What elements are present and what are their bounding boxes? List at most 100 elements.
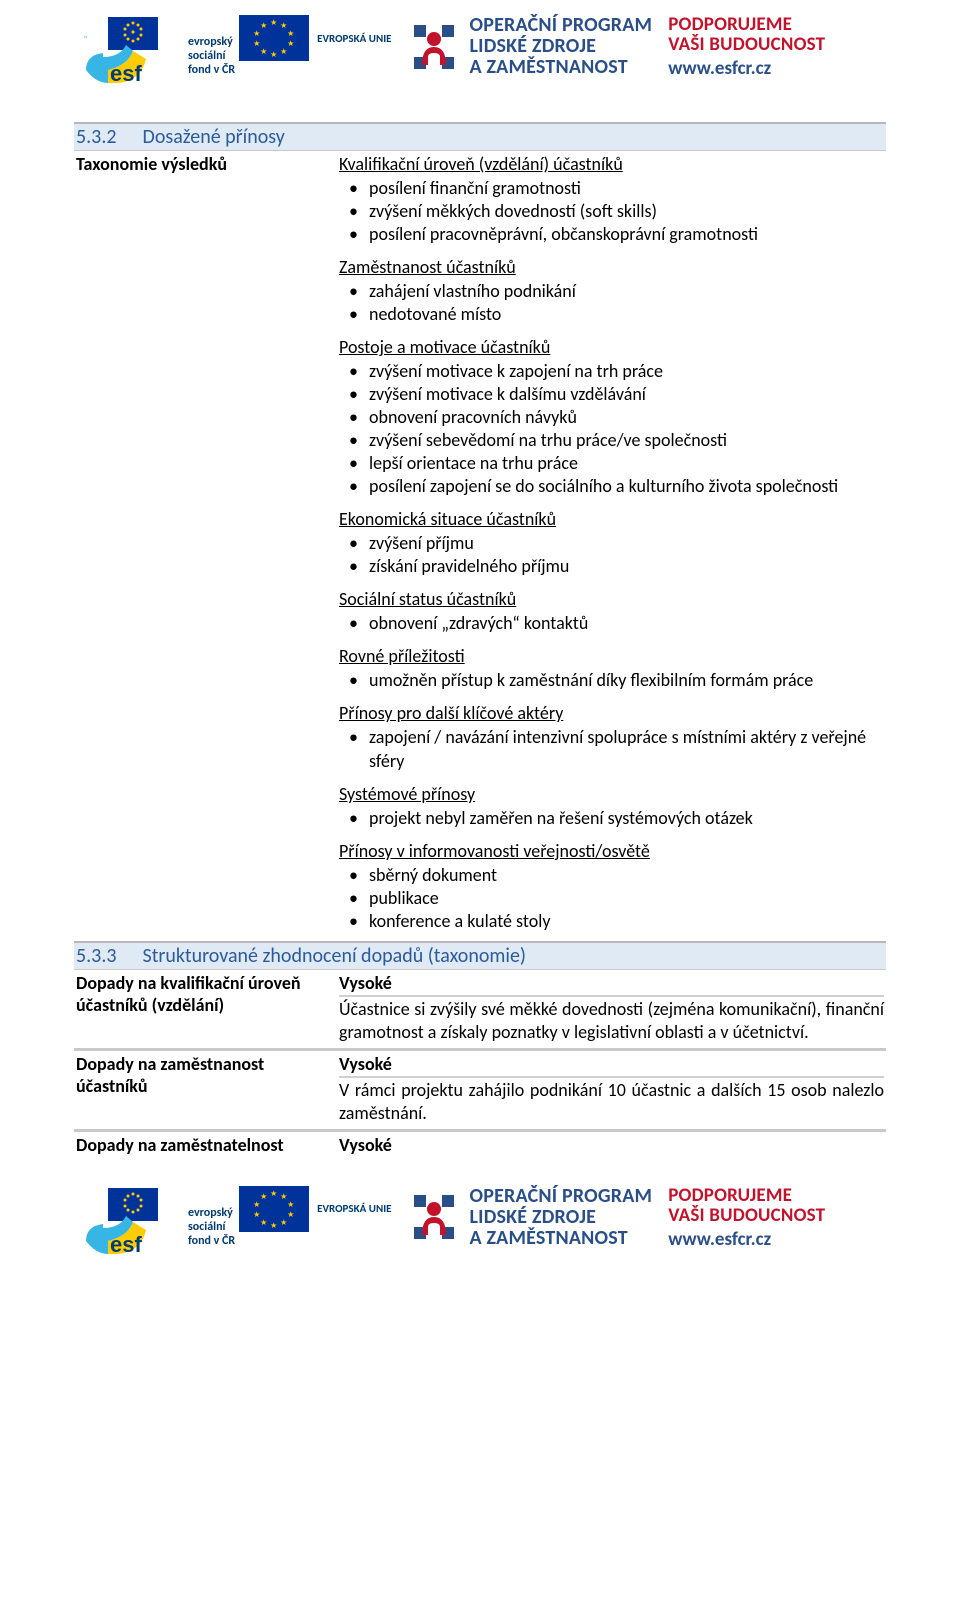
op-line2: LIDSKÉ ZDROJE — [470, 1207, 653, 1228]
op-line3: A ZAMĚSTNANOST — [470, 57, 653, 78]
esf-line1: evropský — [188, 36, 235, 50]
support-block: PODPORUJEME VAŠI BUDOUCNOST www.esfcr.cz — [668, 1186, 825, 1251]
taxonomy-content: Kvalifikační úroveň (vzdělání) účastníků… — [337, 151, 886, 937]
impact-text-2: V rámci projektu zahájilo podnikání 10 ú… — [339, 1079, 884, 1125]
h-info: Přínosy v informovanosti veřejnosti/osvě… — [339, 840, 884, 862]
list-zam: zahájení vlastního podnikání nedotované … — [339, 280, 884, 326]
esf-text: evropský sociální fond v ČR — [188, 36, 235, 77]
list-item: zahájení vlastního podnikání — [339, 280, 884, 303]
impact-content-2: Vysoké V rámci projektu zahájilo podniká… — [337, 1051, 886, 1127]
list-post: zvýšení motivace k zapojení na trh práce… — [339, 360, 884, 498]
impact-label-2: Dopady na zaměstnanost účastníků — [74, 1051, 337, 1127]
section-532-title: Dosažené přínosy — [143, 125, 285, 149]
op-line1: OPERAČNÍ PROGRAM — [470, 15, 653, 36]
h-zam: Zaměstnanost účastníků — [339, 256, 884, 278]
logo-eu: ★ ★ ★ ★ ★ ★ ★ ★ ★ ★ ★ EVROPSKÁ UNIE — [239, 15, 391, 61]
h-soc: Sociální status účastníků — [339, 588, 884, 610]
eu-flag-icon: ★ ★ ★ ★ ★ ★ ★ ★ ★ ★ — [239, 1186, 309, 1232]
impact-content-3: Vysoké — [337, 1132, 886, 1158]
section-533-num: 5.3.3 — [76, 944, 138, 968]
esf-text: evropský sociální fond v ČR — [188, 1207, 235, 1248]
section-532-num: 5.3.2 — [76, 125, 138, 149]
list-item: posílení zapojení se do sociálního a kul… — [339, 475, 884, 498]
logo-op: OPERAČNÍ PROGRAM LIDSKÉ ZDROJE A ZAMĚSTN… — [406, 1186, 653, 1249]
divider — [339, 995, 884, 997]
op-line2: LIDSKÉ ZDROJE — [470, 36, 653, 57]
h-ekon: Ekonomická situace účastníků — [339, 508, 884, 530]
section-533-header: 5.3.3 Strukturované zhodnocení dopadů (t… — [74, 941, 886, 970]
list-info: sběrný dokument publikace konference a k… — [339, 864, 884, 933]
impact-row-2: Dopady na zaměstnanost účastníků Vysoké … — [74, 1051, 886, 1127]
logo-esf: „ esf evropský sociální fond v ČR — [78, 15, 235, 99]
esf-line1: evropský — [188, 1207, 235, 1221]
list-item: projekt nebyl zaměřen na řešení systémov… — [339, 807, 884, 830]
impact-content-1: Vysoké Účastnice si zvýšily své měkké do… — [337, 970, 886, 1046]
impact-label-1: Dopady na kvalifikační úroveň účastníků … — [74, 970, 337, 1046]
list-item: zvýšení příjmu — [339, 532, 884, 555]
list-item: zapojení / navázání intenzivní spoluprác… — [339, 726, 884, 772]
logo-esf: esf evropský sociální fond v ČR — [78, 1186, 235, 1270]
esf-line3: fond v ČR — [188, 1235, 235, 1249]
list-sys: projekt nebyl zaměřen na řešení systémov… — [339, 807, 884, 830]
impact-level-2: Vysoké — [339, 1053, 884, 1075]
list-item: zvýšení měkkých dovedností (soft skills) — [339, 200, 884, 223]
list-item: zvýšení motivace k dalšímu vzdělávání — [339, 383, 884, 406]
op-line1: OPERAČNÍ PROGRAM — [470, 1186, 653, 1207]
list-item: umožněn přístup k zaměstnání díky flexib… — [339, 669, 884, 692]
list-item: nedotované místo — [339, 303, 884, 326]
impact-level-1: Vysoké — [339, 972, 884, 994]
support-text: PODPORUJEME VAŠI BUDOUCNOST — [668, 15, 825, 55]
impact-row-3: Dopady na zaměstnatelnost Vysoké — [74, 1132, 886, 1158]
list-ekon: zvýšení příjmu získání pravidelného příj… — [339, 532, 884, 578]
impact-row-1: Dopady na kvalifikační úroveň účastníků … — [74, 970, 886, 1046]
section-532-header: 5.3.2 Dosažené přínosy — [74, 122, 886, 151]
h-kval: Kvalifikační úroveň (vzdělání) účastníků — [339, 153, 884, 175]
esf-line2: sociální — [188, 1221, 235, 1235]
taxonomy-row: Taxonomie výsledků Kvalifikační úroveň (… — [74, 151, 886, 937]
h-post: Postoje a motivace účastníků — [339, 336, 884, 358]
esf-icon: esf — [78, 1186, 178, 1270]
op-text: OPERAČNÍ PROGRAM LIDSKÉ ZDROJE A ZAMĚSTN… — [470, 15, 653, 78]
list-item: zvýšení motivace k zapojení na trh práce — [339, 360, 884, 383]
logo-eu: ★ ★ ★ ★ ★ ★ ★ ★ ★ ★ EVROPSKÁ UNIE — [239, 1186, 391, 1232]
list-item: obnovení pracovních návyků — [339, 406, 884, 429]
support-text: PODPORUJEME VAŠI BUDOUCNOST — [668, 1186, 825, 1226]
svg-text:esf: esf — [110, 61, 142, 86]
list-item: získání pravidelného příjmu — [339, 555, 884, 578]
h-sys: Systémové přínosy — [339, 783, 884, 805]
support-line1: PODPORUJEME — [668, 15, 825, 35]
footer-logos: esf evropský sociální fond v ČR ★ ★ ★ ★ … — [0, 1178, 960, 1288]
op-text: OPERAČNÍ PROGRAM LIDSKÉ ZDROJE A ZAMĚSTN… — [470, 1186, 653, 1249]
list-item: zvýšení sebevědomí na trhu práce/ve spol… — [339, 429, 884, 452]
list-item: publikace — [339, 887, 884, 910]
esf-icon: „ esf — [78, 15, 178, 99]
list-kval: posílení finanční gramotnosti zvýšení mě… — [339, 177, 884, 246]
impact-text-1: Účastnice si zvýšily své měkké dovednost… — [339, 998, 884, 1044]
h-prin: Přínosy pro další klíčové aktéry — [339, 702, 884, 724]
header-logos: „ esf evropský sociální fond v ČR ★ ★ ★ … — [0, 0, 960, 118]
list-item: posílení finanční gramotnosti — [339, 177, 884, 200]
list-prin: zapojení / navázání intenzivní spoluprác… — [339, 726, 884, 772]
list-item: sběrný dokument — [339, 864, 884, 887]
divider — [339, 1076, 884, 1078]
list-soc: obnovení „zdravých“ kontaktů — [339, 612, 884, 635]
list-rovne: umožněn přístup k zaměstnání díky flexib… — [339, 669, 884, 692]
op-icon — [406, 1187, 462, 1247]
list-item: lepší orientace na trhu práce — [339, 452, 884, 475]
svg-text:esf: esf — [110, 1232, 142, 1257]
op-icon — [406, 17, 462, 77]
svg-text:„: „ — [84, 29, 88, 40]
support-url: www.esfcr.cz — [668, 57, 825, 80]
impact-level-3: Vysoké — [339, 1134, 884, 1156]
list-item: obnovení „zdravých“ kontaktů — [339, 612, 884, 635]
eu-label: EVROPSKÁ UNIE — [317, 1202, 391, 1215]
impact-label-3: Dopady na zaměstnatelnost — [74, 1132, 337, 1158]
logo-op: OPERAČNÍ PROGRAM LIDSKÉ ZDROJE A ZAMĚSTN… — [406, 15, 653, 78]
taxonomy-label: Taxonomie výsledků — [74, 151, 337, 937]
list-item: konference a kulaté stoly — [339, 910, 884, 933]
support-line1: PODPORUJEME — [668, 1186, 825, 1206]
support-line2: VAŠI BUDOUCNOST — [668, 35, 825, 55]
support-url: www.esfcr.cz — [668, 1228, 825, 1251]
esf-line3: fond v ČR — [188, 64, 235, 78]
esf-line2: sociální — [188, 50, 235, 64]
